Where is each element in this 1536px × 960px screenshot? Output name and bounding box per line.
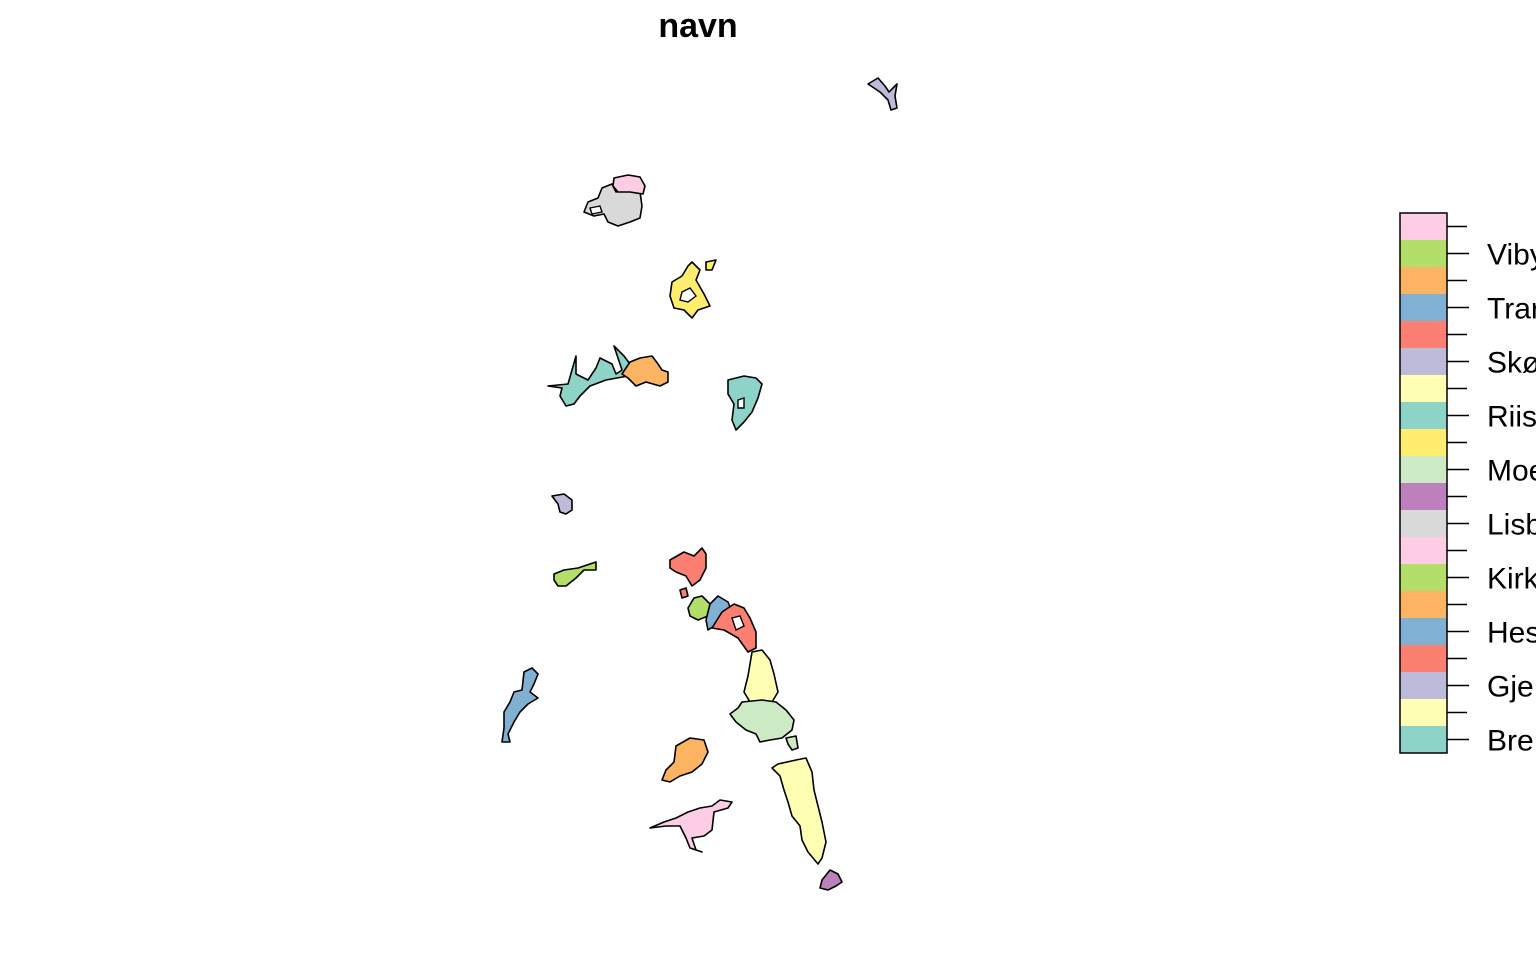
region-north-pink[interactable] [612,174,646,195]
region-north-gray-hole [589,205,603,215]
region-salmon-lower[interactable] [711,603,757,653]
region-ne-lavender[interactable] [867,77,898,111]
region-yellow-islet[interactable] [705,259,717,271]
legend-swatch [1400,321,1447,348]
region-orange[interactable] [621,355,669,387]
legend-swatch [1400,726,1447,753]
legend-swatch [1400,591,1447,618]
region-south-orange[interactable] [661,737,709,783]
region-purple[interactable] [819,869,843,891]
legend-swatch [1400,429,1447,456]
legend-label: Hes [1487,617,1536,650]
region-small-lavender[interactable] [551,493,573,515]
region-salmon-lower-hole [731,615,745,631]
legend-label: Trar [1487,293,1536,326]
legend-label: Gje [1487,671,1534,704]
legend-ticks [1447,225,1469,741]
legend-label: Bre [1487,725,1534,758]
region-yellow-hole [679,287,697,303]
map-title: navn [658,7,737,45]
region-south-pink[interactable] [649,799,733,853]
region-east-teal-hole [737,397,745,409]
region-cream-lower[interactable] [771,757,827,865]
legend-swatch [1400,375,1447,402]
legend-swatch [1400,294,1447,321]
region-small-green[interactable] [687,595,711,621]
legend-label: Viby [1487,239,1536,272]
legend-swatch [1400,402,1447,429]
legend-swatch [1400,618,1447,645]
legend-swatch [1400,267,1447,294]
legend-label: Riis [1487,401,1536,434]
legend-swatch [1400,564,1447,591]
legend-swatch [1400,510,1447,537]
region-west-blue[interactable] [501,667,539,743]
legend-swatch [1400,240,1447,267]
legend-swatch [1400,699,1447,726]
legend-swatch [1400,348,1447,375]
region-west-teal[interactable] [547,345,631,407]
legend-swatch [1400,645,1447,672]
legend: Bre Gje Hes Kirk Lisb Moe Riis Skø Trar Viby [1399,212,1536,758]
legend-label: Skø [1487,347,1536,380]
legend-swatch [1400,672,1447,699]
legend-swatch [1400,456,1447,483]
legend-label: Kirk [1487,563,1536,596]
legend-label: Moe [1487,455,1536,488]
region-tiny-mint[interactable] [785,735,799,751]
region-cream-upper[interactable] [743,649,779,707]
legend-labels: Bre Gje Hes Kirk Lisb Moe Riis Skø Trar Viby [1487,239,1536,758]
map-regions [501,77,898,891]
legend-swatch [1400,483,1447,510]
region-salmon-upper[interactable] [669,547,707,587]
legend-swatches [1400,213,1447,753]
legend-frame [1399,212,1448,754]
legend-swatch [1400,213,1447,240]
region-mint[interactable] [729,699,795,743]
legend-swatch [1400,537,1447,564]
region-east-teal[interactable] [727,375,763,431]
region-salmon-islet[interactable] [679,587,689,599]
region-green-sliver[interactable] [553,561,597,587]
legend-label: Lisb [1487,509,1536,542]
